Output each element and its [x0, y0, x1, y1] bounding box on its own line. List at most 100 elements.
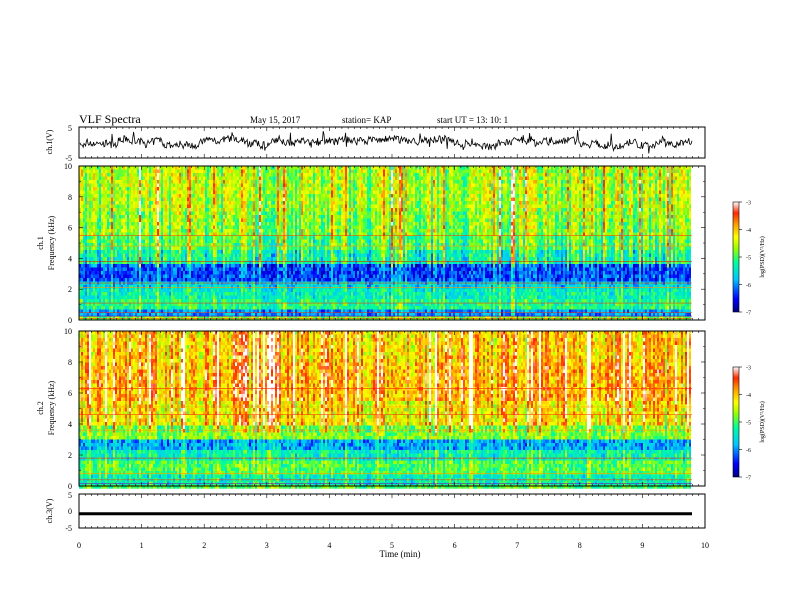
spectrogram-cell [263, 208, 265, 212]
spectrogram-cell [587, 208, 589, 212]
spectrogram-cell [567, 166, 569, 170]
spectrogram-cell [347, 201, 349, 205]
spectrogram-cell [213, 222, 215, 226]
spectrogram-cell [343, 180, 345, 184]
spectrogram-cell [541, 187, 543, 191]
spectrogram-cell [605, 180, 607, 184]
spectrogram-cell [419, 166, 421, 170]
spectrogram-cell [111, 190, 113, 195]
spectrogram-cell [223, 204, 225, 209]
spectrogram-cell [491, 218, 493, 223]
spectrogram-cell [87, 166, 89, 170]
spectrogram-cell [685, 197, 687, 202]
spectrogram-cell [159, 180, 161, 184]
spectrogram-cell [259, 215, 261, 219]
spectrogram-cell [305, 201, 307, 205]
spectrogram-cell [123, 211, 125, 216]
spectrogram-cell [631, 166, 633, 170]
spectrogram-cell [675, 176, 677, 181]
spectrogram-cell [363, 211, 365, 216]
spectrogram-cell [213, 201, 215, 205]
spectrogram-cell [547, 166, 549, 170]
spectrogram-cell [115, 190, 117, 195]
spectrogram-cell [285, 169, 287, 174]
spectrogram-cell [623, 173, 625, 177]
spectrogram-cell [257, 218, 259, 223]
spectrogram-cell [671, 211, 673, 216]
spectrogram-cell [545, 215, 547, 219]
spectrogram-cell [537, 204, 539, 209]
spectrogram-cell [565, 197, 567, 202]
spectrogram-cell [321, 197, 323, 202]
spectrogram-cell [427, 194, 429, 198]
spectrogram-cell [327, 190, 329, 195]
spectrogram-cell [107, 218, 109, 223]
spectrogram-cell [195, 204, 197, 209]
spectrogram-cell [503, 201, 505, 205]
spectrogram-cell [355, 204, 357, 209]
spectrogram-cell [421, 173, 423, 177]
spectrogram-cell [557, 215, 559, 219]
spectrogram-cell [469, 190, 471, 195]
spectrogram-cell [507, 183, 509, 188]
spectrogram-cell [469, 187, 471, 191]
spectrogram-cell [635, 211, 637, 216]
spectrogram-cell [161, 211, 163, 216]
spectrogram-cell [425, 215, 427, 219]
spectrogram-cell [153, 190, 155, 195]
spectrogram-cell [387, 169, 389, 174]
spectrogram-cell [665, 190, 667, 195]
spectrogram-cell [671, 190, 673, 195]
spectrogram-cell [221, 169, 223, 174]
spectrogram-cell [305, 183, 307, 188]
spectrogram-cell [377, 211, 379, 216]
spectrogram-cell [519, 208, 521, 212]
spectrogram-cell [85, 211, 87, 216]
spectrogram-cell [449, 166, 451, 170]
spectrogram-cell [165, 169, 167, 174]
spectrogram-cell [273, 166, 275, 170]
spectrogram-cell [175, 208, 177, 212]
spectrogram-cell [569, 218, 571, 223]
spectrogram-cell [537, 218, 539, 223]
spectrogram-cell [561, 190, 563, 195]
spectrogram-cell [325, 176, 327, 181]
spectrogram-cell [391, 176, 393, 181]
spectrogram-cell [83, 218, 85, 223]
spectrogram-cell [629, 204, 631, 209]
spectrogram-cell [641, 218, 643, 223]
spectrogram-cell [421, 218, 423, 223]
spectrogram-cell [383, 166, 385, 170]
spectrogram-cell [441, 201, 443, 205]
spectrogram-cell [635, 173, 637, 177]
spectrogram-cell [305, 187, 307, 191]
spectrogram-cell [629, 194, 631, 198]
spectrogram-cell [629, 190, 631, 195]
spectrogram-cell [583, 166, 585, 170]
spectrogram-cell [517, 190, 519, 195]
spectrogram-cell [381, 176, 383, 181]
spectrogram-cell [645, 176, 647, 181]
spectrogram-cell [331, 215, 333, 219]
spectrogram-cell [457, 197, 459, 202]
spectrogram-cell [139, 201, 141, 205]
spectrogram-cell [205, 194, 207, 198]
spectrogram-cell [457, 194, 459, 198]
spectrogram-cell [431, 190, 433, 195]
spectrogram-cell [685, 169, 687, 174]
spectrogram-cell [685, 183, 687, 188]
spectrogram-cell [251, 222, 253, 226]
spectrogram-cell [157, 218, 159, 223]
spectrogram-cell [149, 183, 151, 188]
spectrogram-cell [415, 211, 417, 216]
spectrogram-cell [649, 208, 651, 212]
spectrogram-cell [193, 197, 195, 202]
spectrogram-cell [673, 215, 675, 219]
spectrogram-cell [347, 180, 349, 184]
spectrogram-cell [95, 201, 97, 205]
spectrogram-cell [435, 183, 437, 188]
spectrogram-cell [257, 194, 259, 198]
spectrogram-cell [489, 180, 491, 184]
spectrogram-cell [499, 215, 501, 219]
spectrogram-cell [459, 166, 461, 170]
